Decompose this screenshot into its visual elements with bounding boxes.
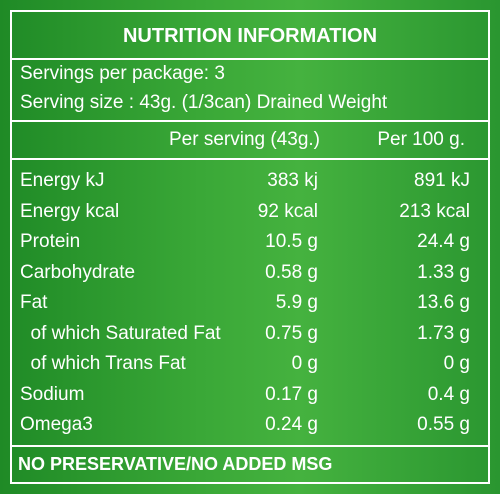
- divider: [10, 120, 490, 122]
- divider: [10, 158, 490, 160]
- servings-line: Serving size : 43g. (1/3can) Drained Wei…: [20, 92, 388, 113]
- row-value: 0 g: [443, 353, 470, 374]
- row-value: 891 kJ: [414, 170, 470, 191]
- row-value: 0.4 g: [427, 383, 470, 405]
- row-label: of which Saturated Fat: [20, 322, 221, 344]
- row-value: 0.24 g: [265, 414, 318, 435]
- row-label: Omega3: [20, 414, 93, 435]
- row-label: Energy kcal: [20, 200, 120, 222]
- row-value: 1.73 g: [417, 322, 470, 344]
- row-value: 213 kcal: [399, 200, 470, 222]
- servings-line: Servings per package: 3: [20, 63, 225, 84]
- row-label: of which Trans Fat: [20, 353, 186, 374]
- row-label: Protein: [20, 231, 81, 252]
- column-header: Per 100 g.: [377, 129, 465, 150]
- row-label: Carbohydrate: [20, 261, 136, 283]
- row-value: 0.17 g: [265, 383, 318, 405]
- row-label: Energy kJ: [20, 170, 105, 191]
- row-value: 383 kj: [267, 170, 318, 191]
- row-value: 13.6 g: [417, 292, 470, 313]
- outer-border: [10, 10, 490, 484]
- row-value: 92 kcal: [257, 200, 318, 222]
- column-header: Per serving (43g.): [168, 129, 320, 150]
- row-value: 24.4 g: [417, 231, 470, 252]
- row-value: 10.5 g: [265, 231, 318, 252]
- row-value: 5.9 g: [275, 292, 318, 313]
- row-label: Sodium: [20, 383, 85, 405]
- row-value: 0 g: [291, 353, 318, 374]
- title: NUTRITION INFORMATION: [122, 25, 378, 47]
- footer: NO PRESERVATIVE/NO ADDED MSG: [18, 454, 333, 474]
- divider: [10, 445, 490, 447]
- row-value: 0.55 g: [417, 414, 470, 435]
- row-label: Fat: [20, 292, 48, 313]
- row-value: 0.58 g: [265, 261, 318, 283]
- row-value: 1.33 g: [417, 261, 470, 283]
- row-value: 0.75 g: [265, 322, 318, 344]
- divider: [10, 58, 490, 60]
